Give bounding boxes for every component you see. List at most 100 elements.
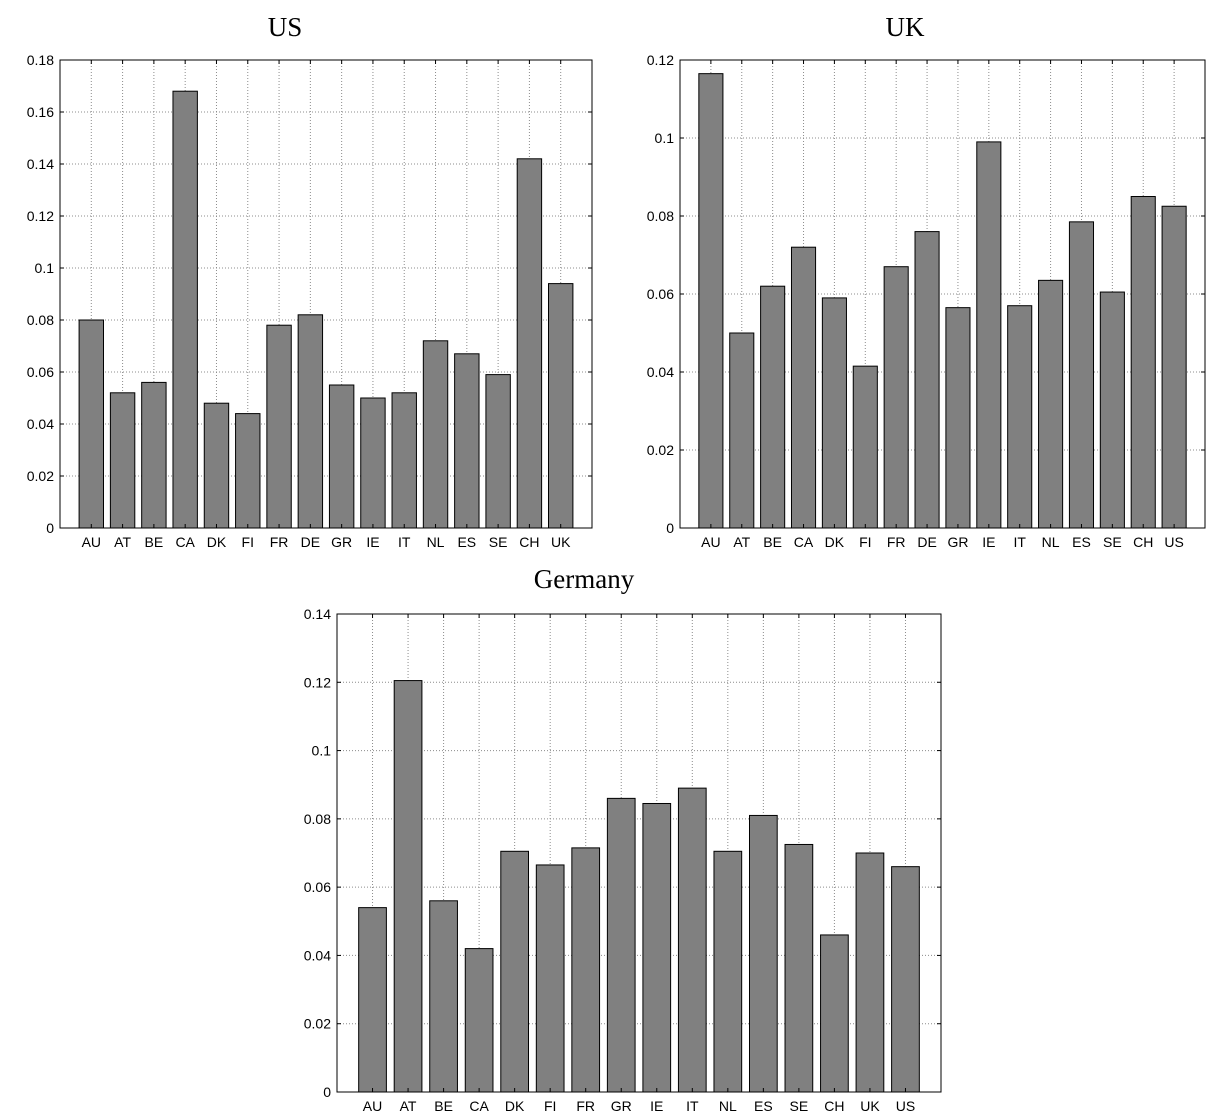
germany-x-tick-label: IE <box>650 1098 663 1114</box>
germany-y-tick-label: 0.14 <box>304 606 331 622</box>
uk-y-tick-labels: 0 0.02 0.04 0.06 0.08 0.1 0.12 <box>647 52 674 536</box>
us-y-tick-label: 0.02 <box>27 468 54 484</box>
germany-gridlines <box>337 614 941 1092</box>
us-y-tick-label: 0 <box>46 520 54 536</box>
uk-bar-es <box>1068 221 1095 529</box>
germany-x-tick-label: GR <box>611 1098 632 1114</box>
germany-x-tick-label: DK <box>505 1098 525 1114</box>
germany-bar-uk <box>855 852 885 1093</box>
uk-x-tick-label: DK <box>825 534 845 550</box>
us-x-tick-label: FI <box>242 534 254 550</box>
germany-x-tick-label: CH <box>824 1098 844 1114</box>
uk-bar-at <box>729 332 755 529</box>
germany-x-tick-label: CA <box>469 1098 489 1114</box>
germany-x-tick-label: US <box>896 1098 915 1114</box>
germany-bar-it <box>677 787 707 1093</box>
us-bar-au <box>78 319 104 529</box>
germany-tick-marks <box>337 613 941 1093</box>
us-x-tick-label: AU <box>82 534 101 550</box>
uk-x-tick-label: FI <box>859 534 871 550</box>
germany-x-tick-label: AT <box>400 1098 417 1114</box>
germany-axes-box <box>336 613 942 1093</box>
us-x-tick-label: DE <box>301 534 320 550</box>
us-y-tick-label: 0.06 <box>27 364 54 380</box>
us-x-tick-labels: AU AT BE CA DK FI FR DE GR IE IT NL ES SE CH UK <box>82 534 572 550</box>
uk-y-tick-label: 0.1 <box>655 130 675 146</box>
uk-bar-nl <box>1038 279 1064 529</box>
germany-bar-at <box>393 680 423 1093</box>
germany-bar-se <box>784 843 814 1093</box>
us-y-tick-label: 0.18 <box>27 52 54 68</box>
us-x-tick-label: GR <box>331 534 352 550</box>
us-x-tick-label: ES <box>457 534 476 550</box>
us-bar-be <box>141 381 167 529</box>
us-tick-marks <box>60 59 592 529</box>
us-y-tick-label: 0.14 <box>27 156 54 172</box>
uk-bar-au <box>698 73 724 529</box>
us-chart-title: US <box>268 12 303 42</box>
uk-bar-de <box>914 231 940 529</box>
us-bar-fi <box>235 413 261 529</box>
germany-x-tick-label: UK <box>860 1098 880 1114</box>
germany-y-tick-label: 0 <box>323 1084 331 1100</box>
uk-bar-se <box>1099 291 1125 529</box>
germany-x-tick-label: NL <box>719 1098 737 1114</box>
uk-x-tick-label: US <box>1164 534 1183 550</box>
germany-bar-ie <box>642 802 672 1093</box>
us-bar-it <box>391 392 417 529</box>
uk-y-tick-label: 0.12 <box>647 52 674 68</box>
uk-x-tick-labels: AU AT BE CA DK FI FR DE GR IE IT NL ES SE CH US <box>701 534 1184 550</box>
us-x-tick-label: IE <box>366 534 379 550</box>
uk-bar-ie <box>976 141 1002 529</box>
us-bars <box>78 90 574 529</box>
us-bar-ca <box>172 90 198 529</box>
us-y-tick-labels: 0 0.02 0.04 0.06 0.08 0.1 0.12 0.14 0.16 0.18 <box>27 52 54 536</box>
germany-bar-ca <box>464 948 494 1093</box>
uk-bar-ca <box>790 246 817 529</box>
us-x-tick-label: CA <box>175 534 195 550</box>
us-bar-es <box>454 353 480 529</box>
germany-bar-be <box>429 900 458 1093</box>
germany-x-tick-label: IT <box>686 1098 699 1114</box>
uk-y-tick-label: 0.08 <box>647 208 674 224</box>
uk-bars <box>698 73 1187 529</box>
germany-y-tick-label: 0.02 <box>304 1016 331 1032</box>
germany-bar-es <box>748 814 778 1093</box>
germany-y-tick-label: 0.04 <box>304 947 331 963</box>
germany-bar-nl <box>713 850 743 1093</box>
germany-bar-fr <box>571 847 601 1093</box>
uk-x-tick-label: IT <box>1013 534 1026 550</box>
uk-bar-dk <box>821 297 847 529</box>
uk-bar-it <box>1007 305 1033 529</box>
germany-x-tick-label: FR <box>576 1098 595 1114</box>
us-bar-ch <box>516 158 543 529</box>
us-axes-box <box>59 59 593 529</box>
uk-bar-fr <box>883 266 909 529</box>
uk-bar-us <box>1161 205 1187 529</box>
uk-bar-be <box>760 285 786 529</box>
uk-x-tick-label: CA <box>794 534 814 550</box>
uk-y-tick-label: 0.02 <box>647 442 674 458</box>
us-x-tick-label: DK <box>207 534 227 550</box>
us-bar-dk <box>203 402 230 529</box>
uk-y-tick-label: 0.04 <box>647 364 674 380</box>
uk-x-tick-label: IE <box>982 534 995 550</box>
us-bar-se <box>485 374 511 529</box>
germany-bar-ch <box>820 934 849 1093</box>
us-x-tick-label: CH <box>519 534 539 550</box>
us-bar-de <box>297 314 324 529</box>
uk-x-tick-label: ES <box>1072 534 1091 550</box>
germany-x-tick-label: BE <box>434 1098 453 1114</box>
us-x-tick-label: BE <box>145 534 164 550</box>
uk-y-tick-label: 0 <box>666 520 674 536</box>
us-x-tick-label: IT <box>398 534 411 550</box>
germany-bar-dk <box>500 850 530 1093</box>
germany-y-tick-label: 0.1 <box>312 743 332 759</box>
germany-bar-gr <box>606 797 636 1093</box>
germany-bar-us <box>891 866 920 1093</box>
germany-y-tick-label: 0.06 <box>304 879 331 895</box>
us-x-tick-label: AT <box>114 534 131 550</box>
germany-bars <box>358 680 920 1093</box>
us-y-tick-label: 0.16 <box>27 104 54 120</box>
